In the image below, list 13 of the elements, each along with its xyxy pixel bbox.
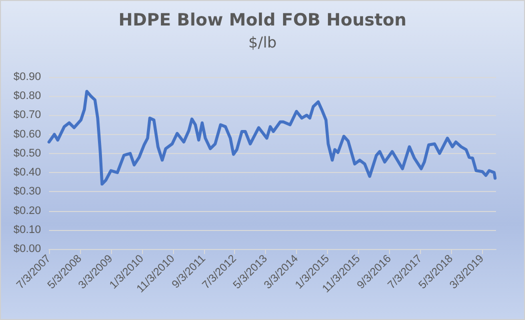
y-tick-label: $0.70 <box>13 109 41 122</box>
y-tick-label: $0.00 <box>13 243 41 255</box>
line-series <box>48 90 497 186</box>
y-tick-label: $0.80 <box>13 90 41 102</box>
y-tick-label: $0.40 <box>13 166 41 179</box>
y-tick-label: $0.60 <box>13 128 41 140</box>
chart-title: HDPE Blow Mold FOB Houston <box>118 10 406 30</box>
chart-subtitle: $/lb <box>248 34 277 52</box>
y-tick-label: $0.10 <box>13 224 41 236</box>
y-tick-label: $0.90 <box>13 71 41 83</box>
y-tick-label: $0.20 <box>13 204 41 217</box>
y-tick-label: $0.50 <box>13 147 41 160</box>
y-tick-label: $0.30 <box>13 186 41 198</box>
